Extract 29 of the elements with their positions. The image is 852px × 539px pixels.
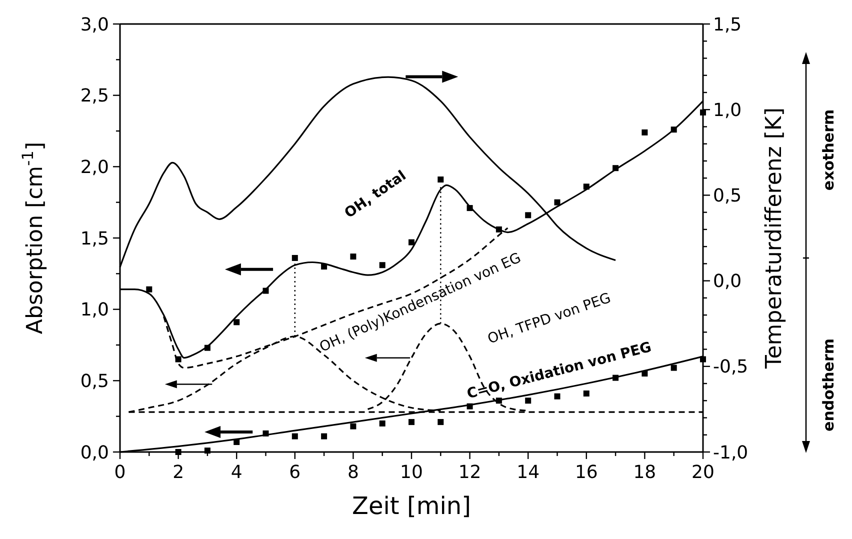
x-tick-label: 0 bbox=[114, 462, 126, 483]
x-tick-label: 16 bbox=[574, 462, 598, 483]
y-tick-label: 1,5 bbox=[80, 228, 109, 250]
y-tick-label: 1,0 bbox=[80, 300, 109, 321]
x-tick-label: 4 bbox=[230, 462, 242, 483]
y2-tick-label: -0,5 bbox=[713, 356, 748, 378]
y2-tick-label: 1,0 bbox=[713, 100, 742, 121]
x-tick-label: 10 bbox=[400, 462, 423, 483]
y2-tick-label: 0,5 bbox=[713, 186, 742, 206]
annotation: OH, TFPD von PEG bbox=[486, 290, 613, 348]
y-tick-label: 0,5 bbox=[80, 370, 109, 392]
x-tick-label: 20 bbox=[692, 462, 714, 483]
x-tick-label: 2 bbox=[172, 462, 184, 483]
text: endotherm bbox=[819, 338, 838, 432]
y-tick-label: 2,5 bbox=[80, 86, 109, 107]
y2-tick-label: -1,0 bbox=[713, 442, 748, 464]
text: exotherm bbox=[819, 109, 838, 191]
x-axis-title: Zeit [min] bbox=[352, 492, 471, 520]
x-tick-label: 12 bbox=[458, 462, 482, 483]
y2-tick-label: 0,0 bbox=[713, 271, 742, 292]
y2-tick-label: 1,5 bbox=[713, 14, 742, 36]
x-tick-label: 6 bbox=[289, 462, 301, 483]
x-tick-label: 14 bbox=[516, 462, 540, 483]
x-tick-label: 8 bbox=[347, 462, 359, 483]
y-tick-label: 2,0 bbox=[80, 156, 109, 178]
x-tick-label: 18 bbox=[633, 462, 656, 483]
y2-axis-title: Temperaturdifferenz [K] bbox=[762, 108, 787, 370]
y-tick-label: 0,0 bbox=[80, 442, 109, 464]
y-tick-label: 3,0 bbox=[80, 14, 109, 36]
